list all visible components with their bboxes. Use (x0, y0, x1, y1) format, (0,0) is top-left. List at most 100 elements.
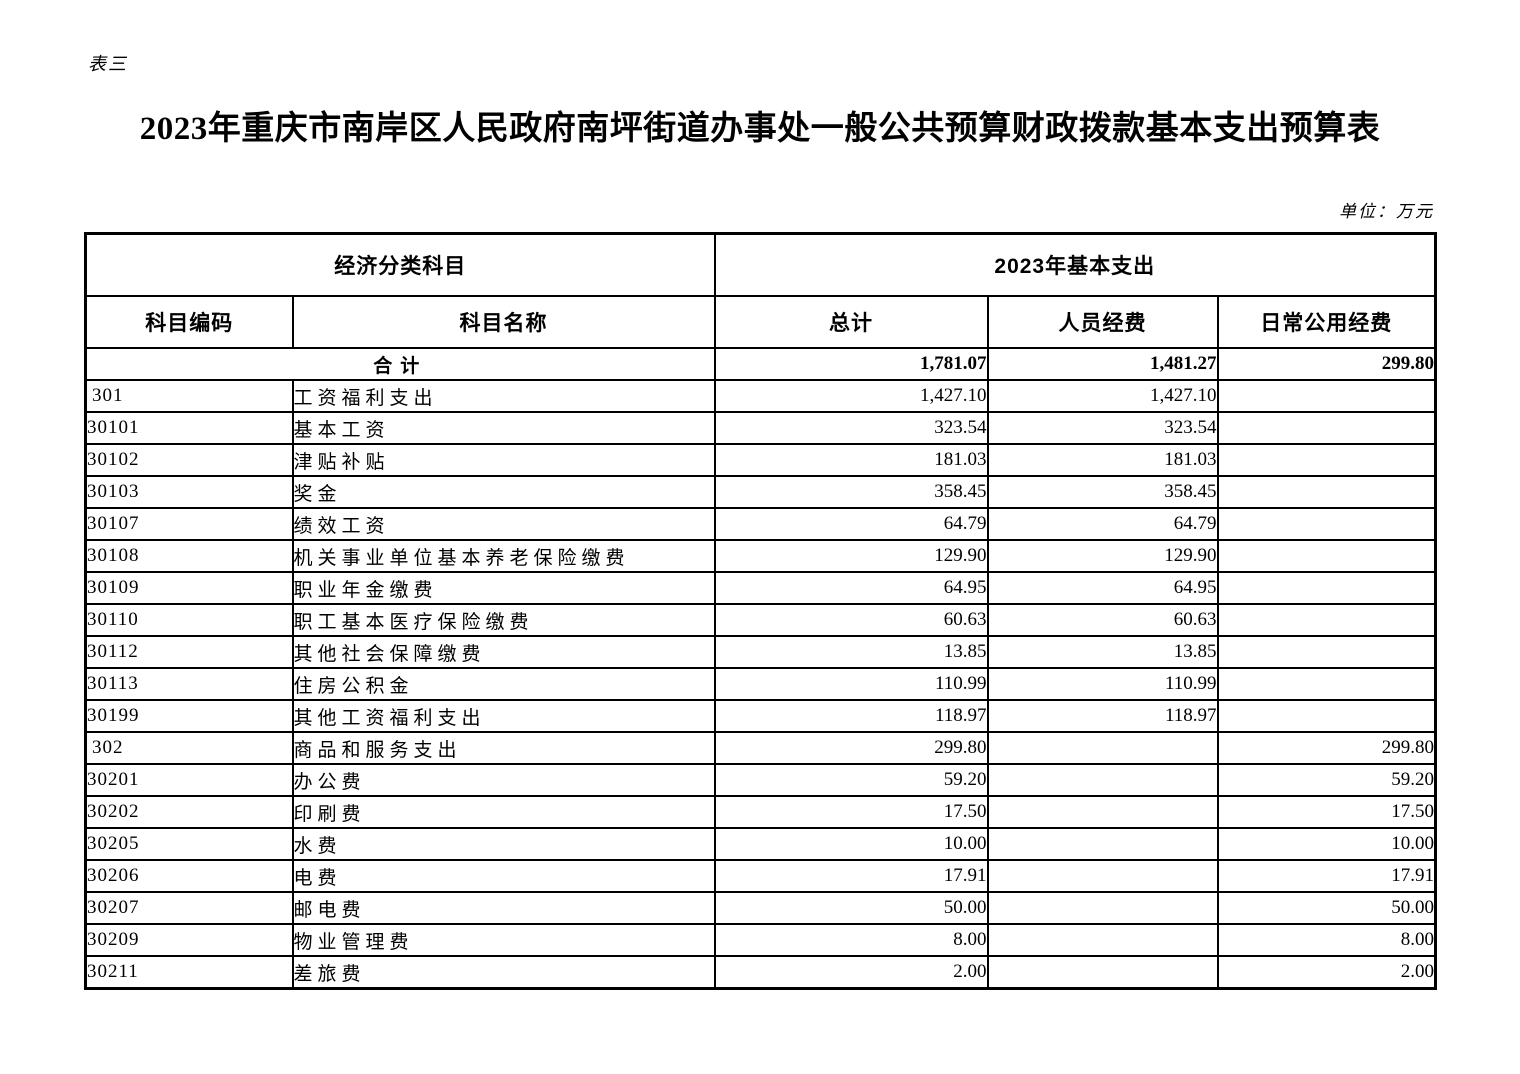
cell-subject-name: 印刷费 (291, 795, 716, 829)
cell-daily-value: 10.00 (1216, 827, 1437, 861)
cell-daily-value: 2.00 (1216, 955, 1437, 990)
cell-subject-code: 30108 (84, 539, 294, 573)
table-row: 30112 其他社会保障缴费 13.85 13.85 (84, 635, 1437, 669)
cell-daily-value (1216, 379, 1437, 413)
cell-daily-value (1216, 475, 1437, 509)
cell-total-value: 13.85 (713, 635, 989, 669)
cell-total-value: 118.97 (713, 699, 989, 733)
table-row: 30201 办公费 59.20 59.20 (84, 763, 1437, 797)
cell-personnel-value: 110.99 (986, 667, 1219, 701)
cell-subject-code: 30209 (84, 923, 294, 957)
table-number-label: 表三 (88, 54, 128, 74)
cell-subject-name: 职工基本医疗保险缴费 (291, 603, 716, 637)
cell-subject-name: 机关事业单位基本养老保险缴费 (291, 539, 716, 573)
header-col-code: 科目编码 (84, 295, 294, 349)
table-row: 30107 绩效工资 64.79 64.79 (84, 507, 1437, 541)
cell-daily-value: 59.20 (1216, 763, 1437, 797)
cell-subject-code: 30103 (84, 475, 294, 509)
cell-personnel-value (986, 859, 1219, 893)
cell-subject-name: 邮电费 (291, 891, 716, 925)
cell-personnel-value (986, 731, 1219, 765)
cell-total-value: 17.91 (713, 859, 989, 893)
cell-daily-value (1216, 635, 1437, 669)
page-title: 2023年重庆市南岸区人民政府南坪街道办事处一般公共预算财政拨款基本支出预算表 (139, 111, 1381, 147)
table-row: 30199 其他工资福利支出 118.97 118.97 (84, 699, 1437, 733)
table-row: 302 商品和服务支出 299.80 299.80 (84, 731, 1437, 765)
header-group-subject: 经济分类科目 (84, 232, 716, 297)
cell-personnel-value: 1,427.10 (986, 379, 1219, 413)
cell-total-value: 323.54 (713, 411, 989, 445)
cell-subject-code: 30205 (84, 827, 294, 861)
cell-personnel-value (986, 763, 1219, 797)
table-row: 30103 奖金 358.45 358.45 (84, 475, 1437, 509)
cell-subject-name: 商品和服务支出 (291, 731, 716, 765)
cell-total-value: 64.79 (713, 507, 989, 541)
total-row-label: 合计 (84, 347, 716, 381)
cell-subject-code: 30112 (84, 635, 294, 669)
cell-total-value: 59.20 (713, 763, 989, 797)
cell-subject-code: 30207 (84, 891, 294, 925)
table-row: 30108 机关事业单位基本养老保险缴费 129.90 129.90 (84, 539, 1437, 573)
cell-total-value: 129.90 (713, 539, 989, 573)
cell-daily-value: 17.50 (1216, 795, 1437, 829)
cell-total-value: 60.63 (713, 603, 989, 637)
cell-personnel-value: 13.85 (986, 635, 1219, 669)
total-row-personnel-value: 1,481.27 (986, 347, 1219, 381)
cell-total-value: 8.00 (713, 923, 989, 957)
cell-subject-name: 奖金 (291, 475, 716, 509)
cell-subject-name: 其他工资福利支出 (291, 699, 716, 733)
cell-daily-value (1216, 539, 1437, 573)
table-row: 30206 电费 17.91 17.91 (84, 859, 1437, 893)
cell-subject-name: 基本工资 (291, 411, 716, 445)
total-row: 合计 1,781.07 1,481.27 299.80 (84, 347, 1437, 381)
cell-subject-name: 绩效工资 (291, 507, 716, 541)
cell-daily-value (1216, 507, 1437, 541)
table-row: 301 工资福利支出 1,427.10 1,427.10 (84, 379, 1437, 413)
cell-total-value: 110.99 (713, 667, 989, 701)
cell-total-value: 1,427.10 (713, 379, 989, 413)
table-row: 30102 津贴补贴 181.03 181.03 (84, 443, 1437, 477)
cell-subject-name: 物业管理费 (291, 923, 716, 957)
cell-personnel-value (986, 955, 1219, 990)
cell-daily-value (1216, 571, 1437, 605)
cell-subject-name: 工资福利支出 (291, 379, 716, 413)
cell-total-value: 358.45 (713, 475, 989, 509)
table-row: 30101 基本工资 323.54 323.54 (84, 411, 1437, 445)
table-row: 30113 住房公积金 110.99 110.99 (84, 667, 1437, 701)
cell-total-value: 299.80 (713, 731, 989, 765)
header-col-personnel: 人员经费 (986, 295, 1219, 349)
cell-total-value: 181.03 (713, 443, 989, 477)
cell-daily-value (1216, 443, 1437, 477)
cell-daily-value: 50.00 (1216, 891, 1437, 925)
unit-note: 单位：万元 (1339, 202, 1434, 221)
cell-subject-name: 电费 (291, 859, 716, 893)
header-col-total: 总计 (713, 295, 989, 349)
cell-subject-code: 30199 (84, 699, 294, 733)
table-row: 30110 职工基本医疗保险缴费 60.63 60.63 (84, 603, 1437, 637)
cell-subject-code: 30206 (84, 859, 294, 893)
cell-total-value: 64.95 (713, 571, 989, 605)
cell-subject-name: 水费 (291, 827, 716, 861)
table-row: 30211 差旅费 2.00 2.00 (84, 955, 1437, 990)
cell-daily-value (1216, 603, 1437, 637)
header-columns-row: 科目编码 科目名称 总计 人员经费 日常公用经费 (84, 295, 1437, 349)
cell-total-value: 17.50 (713, 795, 989, 829)
header-group-row: 经济分类科目 2023年基本支出 (84, 232, 1437, 297)
cell-subject-code: 30110 (84, 603, 294, 637)
cell-subject-name: 其他社会保障缴费 (291, 635, 716, 669)
header-col-daily: 日常公用经费 (1216, 295, 1437, 349)
table-row: 30202 印刷费 17.50 17.50 (84, 795, 1437, 829)
cell-subject-code: 302 (84, 731, 294, 765)
table-row: 30207 邮电费 50.00 50.00 (84, 891, 1437, 925)
cell-personnel-value: 323.54 (986, 411, 1219, 445)
cell-subject-name: 住房公积金 (291, 667, 716, 701)
cell-personnel-value (986, 923, 1219, 957)
cell-daily-value: 17.91 (1216, 859, 1437, 893)
cell-subject-code: 30113 (84, 667, 294, 701)
cell-daily-value (1216, 411, 1437, 445)
cell-subject-name: 差旅费 (291, 955, 716, 990)
cell-personnel-value: 129.90 (986, 539, 1219, 573)
budget-table: 经济分类科目 2023年基本支出 科目编码 科目名称 总计 人员经费 日常公用经… (84, 232, 1437, 990)
cell-daily-value: 299.80 (1216, 731, 1437, 765)
